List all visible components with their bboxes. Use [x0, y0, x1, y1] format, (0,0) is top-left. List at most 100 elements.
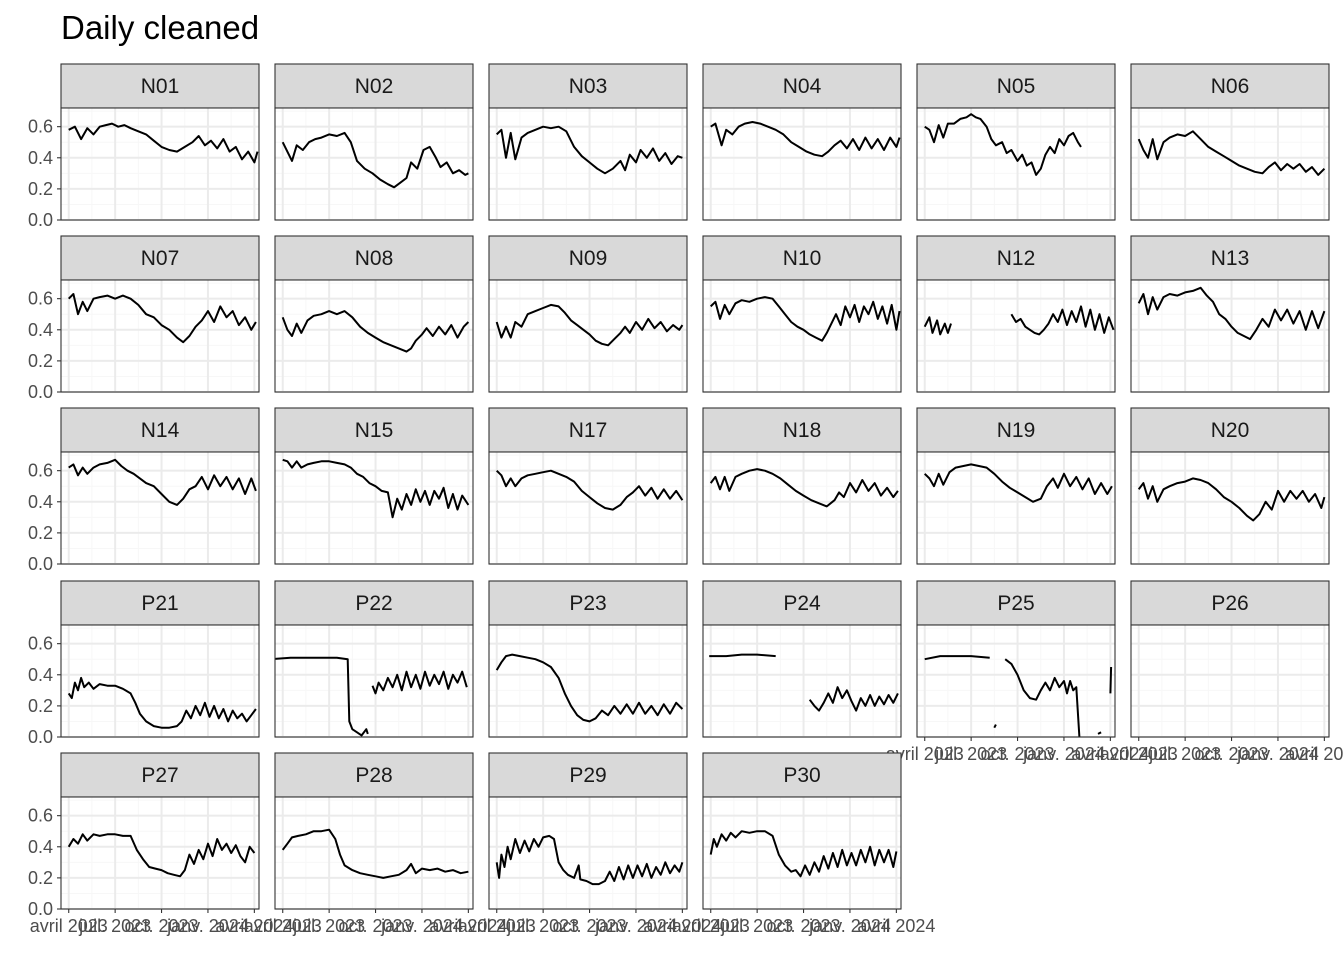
- strip-background: [60, 752, 260, 798]
- facet-panel: N09: [488, 235, 688, 393]
- series-line: [1010, 305, 1115, 336]
- x-tick-label: juil. 2023: [78, 916, 151, 936]
- panel-border: [274, 107, 474, 221]
- series-line: [67, 293, 257, 344]
- facet-panel: N13: [1130, 235, 1330, 393]
- strip-background: [60, 580, 260, 626]
- x-tick-label: oct. 2023: [1195, 744, 1269, 764]
- facet-panel: P24: [702, 580, 902, 738]
- panel-background: [275, 452, 473, 564]
- strip-background: [488, 752, 688, 798]
- strip-background: [274, 580, 474, 626]
- y-tick-label: 0.2: [28, 179, 53, 199]
- panel-border: [702, 796, 902, 910]
- strip-label: P22: [355, 592, 392, 615]
- strip-label: P24: [783, 592, 821, 615]
- panel-background: [703, 452, 901, 564]
- panel-border: [702, 451, 902, 565]
- panel-border: [60, 279, 260, 393]
- panel-background: [917, 625, 1115, 737]
- strip-label: N08: [355, 247, 394, 270]
- facet-panel: N08: [274, 235, 474, 393]
- panel-border: [702, 107, 902, 221]
- panel-border: [1130, 279, 1330, 393]
- series-line: [68, 458, 257, 506]
- facet-panel: N03: [488, 63, 688, 221]
- x-tick-label: oct. 2023: [981, 744, 1055, 764]
- strip-background: [1130, 235, 1330, 281]
- y-tick-label: 0.6: [28, 461, 53, 481]
- panel-border: [702, 624, 902, 738]
- facet-panel: P22: [274, 580, 474, 738]
- series-line: [808, 686, 899, 712]
- x-tick-label: juil. 2023: [292, 916, 365, 936]
- strip-background: [274, 752, 474, 798]
- facet-panel: N02: [274, 63, 474, 221]
- series-line: [495, 653, 684, 723]
- panel-background: [489, 108, 687, 220]
- panel-background: [275, 797, 473, 909]
- facet-panel: N07 0.0 0.2 0.4 0.6: [28, 235, 260, 402]
- x-tick-label: janv. 2024: [594, 916, 677, 936]
- series-line: [281, 310, 470, 353]
- strip-background: [60, 235, 260, 281]
- panel-border: [1130, 624, 1330, 738]
- strip-label: P25: [997, 592, 1034, 615]
- panel-background: [489, 452, 687, 564]
- x-tick-label: juil. 2023: [1148, 744, 1221, 764]
- panel-border: [488, 796, 688, 910]
- strip-background: [702, 235, 902, 281]
- panel-border: [916, 279, 1116, 393]
- y-tick-label: 0.0: [28, 554, 53, 574]
- x-tick-label: avril 2023: [1100, 744, 1178, 764]
- strip-label: N20: [1211, 419, 1250, 442]
- x-tick-label: avril 2024: [215, 916, 293, 936]
- strip-background: [488, 580, 688, 626]
- series-line: [924, 655, 990, 661]
- strip-background: [274, 235, 474, 281]
- panel-background: [489, 280, 687, 392]
- strip-background: [702, 580, 902, 626]
- facet-panel: N06: [1130, 63, 1330, 221]
- strip-background: [1130, 407, 1330, 453]
- facet-panel: P23: [488, 580, 688, 738]
- y-tick-label: 0.6: [28, 117, 53, 137]
- strip-background: [1130, 580, 1330, 626]
- panel-border: [274, 624, 474, 738]
- y-tick-label: 0.0: [28, 210, 53, 230]
- x-tick-label: avril 2023: [886, 744, 964, 764]
- strip-label: N04: [783, 75, 822, 98]
- series-line: [281, 131, 469, 189]
- x-tick-label: avril 2023: [458, 916, 536, 936]
- strip-background: [916, 235, 1116, 281]
- y-tick-label: 0.0: [28, 382, 53, 402]
- series-line: [371, 670, 468, 695]
- strip-background: [60, 407, 260, 453]
- facet-grid: N01 0.0 0.2 0.4 0.6 N02 N03 N04 N05 N06 N07 0.0 0.2 0…: [28, 63, 1344, 936]
- panel-background: [917, 452, 1115, 564]
- y-tick-label: 0.4: [28, 492, 53, 512]
- y-tick-label: 0.2: [28, 868, 53, 888]
- strip-label: P21: [141, 592, 178, 615]
- strip-background: [488, 63, 688, 109]
- x-tick-label: oct. 2023: [553, 916, 627, 936]
- strip-label: N10: [783, 247, 822, 270]
- series-line: [710, 296, 901, 342]
- series-line: [67, 676, 257, 729]
- series-line: [924, 463, 1113, 503]
- series-line: [1137, 130, 1326, 176]
- strip-background: [488, 407, 688, 453]
- panel-background: [1131, 625, 1329, 737]
- panel-background: [1131, 280, 1329, 392]
- series-line: [495, 303, 684, 347]
- series-line: [281, 828, 469, 879]
- series-line: [709, 830, 898, 878]
- x-tick-label: oct. 2023: [339, 916, 413, 936]
- x-tick-label: janv. 2024: [1022, 744, 1105, 764]
- x-tick-label: janv. 2024: [166, 916, 249, 936]
- strip-label: N07: [141, 247, 180, 270]
